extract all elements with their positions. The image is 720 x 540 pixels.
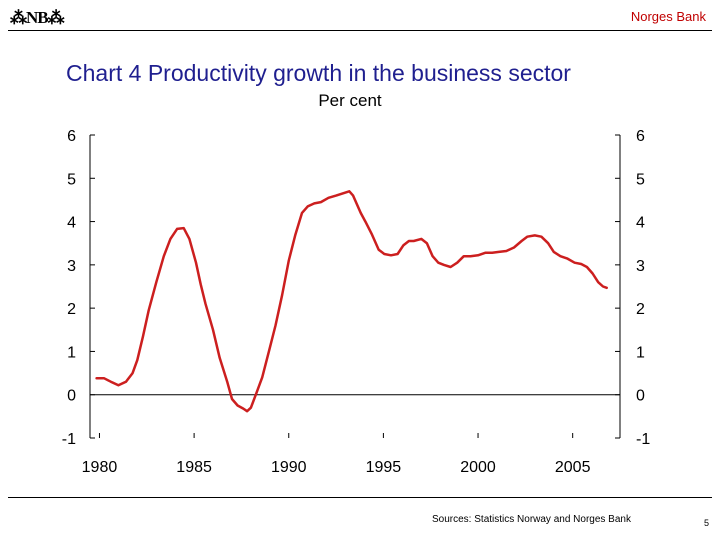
- page-number: 5: [704, 518, 710, 528]
- x-tick-label: 1980: [82, 459, 118, 476]
- norges-bank-logo: ⁂NB⁂: [10, 8, 65, 27]
- y-tick-label-left: 4: [67, 215, 76, 232]
- y-tick-label-right: 0: [636, 388, 645, 405]
- y-tick-label-left: 3: [67, 258, 76, 275]
- y-tick-label-left: -1: [62, 431, 76, 448]
- y-tick-label-right: -1: [636, 431, 650, 448]
- y-tick-label-left: 0: [67, 388, 76, 405]
- x-tick-label: 2005: [555, 459, 591, 476]
- chart-unit-label: Per cent: [318, 91, 382, 110]
- x-tick-label: 1985: [176, 459, 212, 476]
- x-tick-label: 1990: [271, 459, 307, 476]
- y-tick-label-right: 4: [636, 215, 645, 232]
- chart-title: Chart 4 Productivity growth in the busin…: [66, 60, 571, 86]
- y-tick-label-left: 5: [67, 171, 76, 188]
- x-tick-label: 2000: [460, 459, 496, 476]
- source-note: Sources: Statistics Norway and Norges Ba…: [432, 514, 631, 525]
- y-tick-label-left: 6: [67, 128, 76, 145]
- y-tick-label-right: 1: [636, 344, 645, 361]
- y-tick-label-right: 2: [636, 301, 645, 318]
- x-tick-label: 1995: [366, 459, 402, 476]
- footer-divider: [8, 497, 712, 498]
- y-tick-label-right: 6: [636, 128, 645, 145]
- y-tick-label-right: 3: [636, 258, 645, 275]
- bank-name: Norges Bank: [630, 9, 706, 24]
- header-divider: [8, 30, 712, 31]
- y-tick-label-left: 1: [67, 344, 76, 361]
- y-tick-label-right: 5: [636, 171, 645, 188]
- productivity-growth-line: [95, 190, 608, 413]
- y-tick-label-left: 2: [67, 301, 76, 318]
